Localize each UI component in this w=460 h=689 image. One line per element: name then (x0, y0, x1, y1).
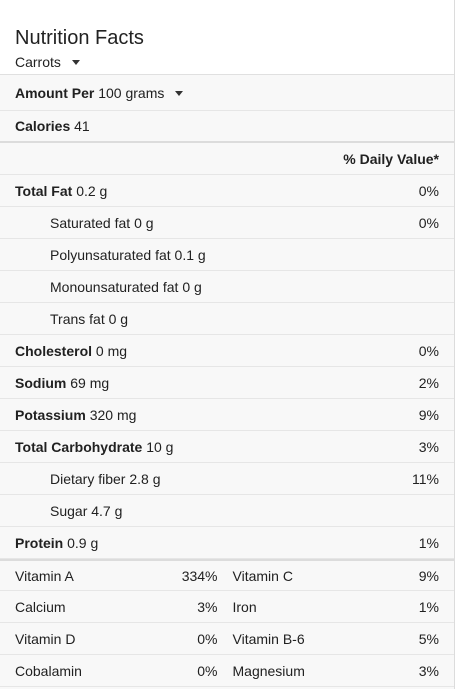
nutrient-pct: 2% (418, 374, 439, 391)
nutrient-row-monounsaturated-fat: Monounsaturated fat 0 g (0, 271, 454, 303)
nutrient-value: 0.2 g (76, 182, 108, 199)
serving-size-dropdown[interactable]: 100 grams (98, 84, 184, 101)
nutrient-label: Sodium (15, 374, 67, 391)
chevron-down-icon (71, 60, 80, 65)
vitamin-name: Vitamin D (15, 630, 76, 647)
vitamin-pct: 0% (197, 662, 218, 679)
nutrient-row-trans-fat: Trans fat 0 g (0, 303, 454, 335)
nutrient-pct: 0% (418, 342, 439, 359)
nutrient-row-total-carbohydrate: Total Carbohydrate 10 g 3% (0, 431, 454, 463)
nutrient-pct: 0% (418, 214, 439, 231)
nutrient-row-total-fat: Total Fat 0.2 g 0% (0, 175, 454, 207)
vitamin-row: Vitamin D 0% Vitamin B-6 5% (0, 623, 454, 655)
nutrient-label: Cholesterol (15, 342, 93, 359)
food-dropdown[interactable]: Carrots (15, 54, 439, 70)
nutrient-value: 10 g (146, 438, 174, 455)
vitamin-pct: 1% (418, 598, 439, 615)
vitamin-pct: 334% (181, 567, 218, 584)
nutrient-label: Sugar (50, 502, 88, 519)
chevron-down-icon (175, 90, 184, 96)
nutrient-label: Polyunsaturated fat (50, 246, 171, 263)
nutrient-value: 0.9 g (67, 534, 99, 551)
nutrient-label: Trans fat (50, 310, 105, 327)
calories-label: Calories (15, 118, 71, 134)
nutrient-value: 2.8 g (129, 470, 161, 487)
nutrient-value: 69 mg (70, 374, 110, 391)
nutrient-pct: 9% (418, 406, 439, 423)
nutrient-row-polyunsaturated-fat: Polyunsaturated fat 0.1 g (0, 239, 454, 271)
vitamin-row: Cobalamin 0% Magnesium 3% (0, 655, 454, 687)
nutrient-value: 0 g (134, 214, 154, 231)
daily-value-header: % Daily Value* (0, 143, 454, 175)
nutrient-row-potassium: Potassium 320 mg 9% (0, 399, 454, 431)
nutrient-label: Total Carbohydrate (15, 438, 143, 455)
calories-row: Calories 41 (0, 111, 454, 143)
nutrient-label: Total Fat (15, 182, 73, 199)
nutrient-label: Protein (15, 534, 64, 551)
nutrient-label: Saturated fat (50, 214, 131, 231)
nutrient-value: 320 mg (89, 406, 137, 423)
nutrient-label: Dietary fiber (50, 470, 126, 487)
nutrient-row-protein: Protein 0.9 g 1% (0, 527, 454, 559)
vitamin-name: Vitamin B-6 (232, 630, 305, 647)
nutrient-value: 0 g (108, 310, 129, 327)
vitamin-pct: 3% (197, 598, 218, 615)
nutrient-row-sodium: Sodium 69 mg 2% (0, 367, 454, 399)
food-dropdown-label: Carrots (15, 54, 61, 70)
nutrient-pct: 11% (412, 470, 439, 487)
nutrient-value: 0 g (182, 278, 202, 295)
amount-per-row: Amount Per 100 grams (0, 75, 454, 111)
nutrient-label: Potassium (15, 406, 86, 423)
nutrient-row-sugar: Sugar 4.7 g (0, 495, 454, 527)
vitamin-row: Calcium 3% Iron 1% (0, 591, 454, 623)
vitamin-name: Iron (232, 598, 257, 615)
vitamin-pct: 9% (418, 567, 439, 584)
nutrient-row-saturated-fat: Saturated fat 0 g 0% (0, 207, 454, 239)
nutrient-row-cholesterol: Cholesterol 0 mg 0% (0, 335, 454, 367)
vitamin-pct: 3% (418, 662, 439, 679)
vitamin-pct: 0% (197, 630, 218, 647)
nutrient-value: 4.7 g (91, 502, 123, 519)
serving-size-value: 100 grams (98, 84, 165, 101)
vitamin-row: Vitamin A 334% Vitamin C 9% (0, 559, 454, 591)
nutrient-row-dietary-fiber: Dietary fiber 2.8 g 11% (0, 463, 454, 495)
nutrient-pct: 0% (418, 182, 439, 199)
daily-value-label: % Daily Value* (343, 150, 439, 167)
nutrition-title: Nutrition Facts (15, 27, 144, 49)
nutrient-value: 0.1 g (174, 246, 206, 263)
vitamin-name: Calcium (15, 598, 66, 615)
amount-per-label: Amount Per (15, 84, 95, 101)
vitamin-pct: 5% (418, 630, 439, 647)
vitamin-name: Cobalamin (15, 662, 82, 679)
calories-value: 41 (74, 118, 90, 134)
nutrient-value: 0 mg (95, 342, 128, 359)
vitamin-name: Vitamin A (15, 567, 74, 584)
nutrient-label: Monounsaturated fat (50, 278, 179, 295)
vitamin-name: Magnesium (232, 662, 305, 679)
nutrient-pct: 3% (418, 438, 439, 455)
vitamin-name: Vitamin C (232, 567, 293, 584)
nutrient-pct: 1% (418, 534, 439, 551)
nutrition-header: Nutrition Facts Carrots (0, 0, 454, 75)
